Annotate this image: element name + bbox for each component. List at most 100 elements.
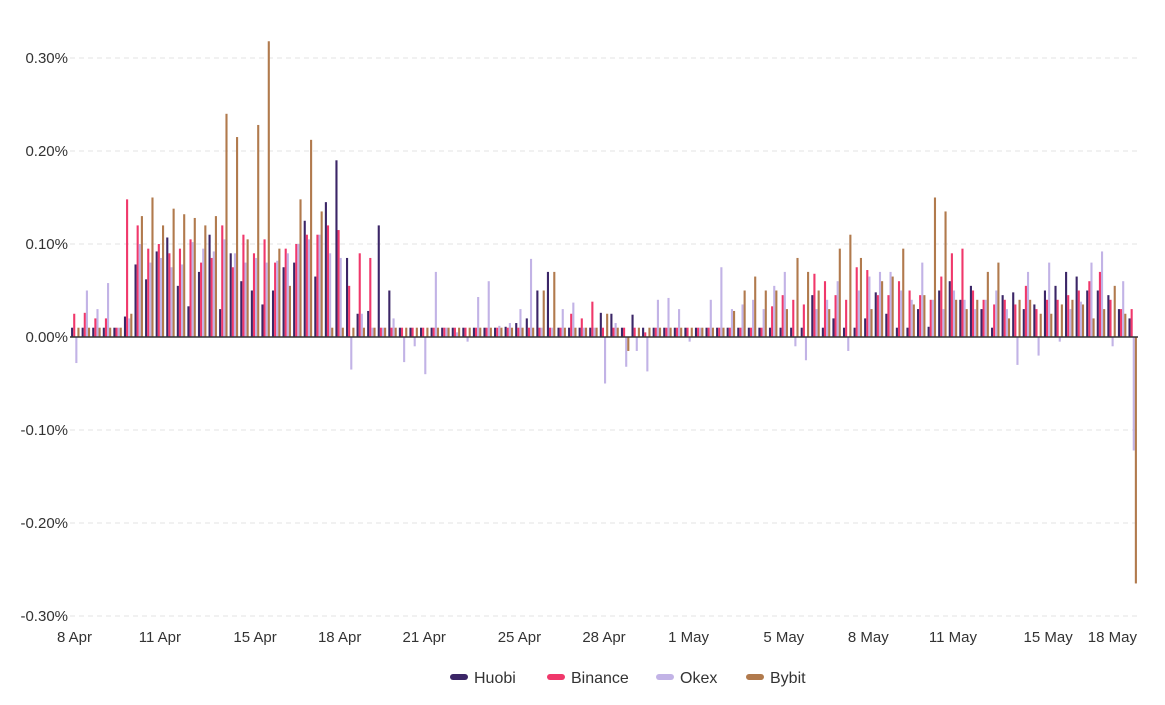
bar-huobi	[123, 316, 127, 337]
bar-binance	[897, 281, 901, 337]
bar-bybit	[162, 225, 165, 337]
bar-bybit	[542, 290, 545, 337]
bar-huobi	[282, 267, 285, 337]
bar-huobi	[377, 225, 380, 337]
bar-huobi	[747, 327, 750, 337]
bar-huobi	[811, 295, 814, 337]
legend: Huobi Binance Okex Bybit	[450, 670, 806, 687]
bar-binance	[221, 225, 224, 337]
bar-bybit	[1071, 299, 1074, 337]
bar-okex	[741, 304, 744, 337]
bar-huobi	[1117, 309, 1121, 337]
bar-bybit	[193, 217, 196, 337]
bar-binance	[961, 248, 964, 337]
bar-okex	[265, 262, 268, 337]
bar-binance	[284, 248, 287, 337]
bar-binance	[348, 285, 351, 337]
bar-huobi	[991, 327, 994, 337]
bar-huobi	[1075, 276, 1078, 337]
legend-item-huobi[interactable]: Huobi	[450, 670, 516, 687]
bar-huobi	[197, 271, 201, 337]
bar-bybit	[436, 327, 440, 337]
bar-huobi	[726, 327, 729, 337]
bar-okex	[276, 260, 279, 337]
bar-okex	[1100, 251, 1104, 337]
bar-huobi	[578, 327, 581, 337]
x-tick-label: 11 May	[929, 629, 978, 646]
bar-bybit	[669, 327, 672, 337]
bar-okex	[381, 327, 385, 337]
bar-okex	[223, 239, 226, 337]
bar-huobi	[874, 292, 877, 337]
legend-label: Binance	[571, 670, 629, 687]
bar-okex	[477, 297, 480, 337]
bar-okex	[307, 239, 311, 337]
bar-binance	[665, 327, 668, 337]
bar-huobi	[219, 309, 222, 337]
bar-bybit	[838, 248, 841, 337]
bar-binance	[147, 248, 150, 337]
bar-huobi	[271, 290, 275, 337]
bar-binance	[686, 327, 689, 337]
bar-bybit	[680, 327, 683, 337]
bar-okex	[952, 290, 956, 337]
y-tick-label: 0.30%	[25, 50, 68, 67]
bar-huobi	[515, 323, 518, 337]
bar-binance	[971, 290, 975, 337]
bar-bybit	[288, 285, 291, 337]
bar-bybit	[415, 327, 418, 337]
bar-binance	[1014, 304, 1017, 337]
bar-huobi	[948, 281, 951, 337]
bar-bybit	[341, 327, 344, 337]
bar-okex	[984, 299, 987, 337]
bar-huobi	[927, 326, 930, 337]
bar-okex	[371, 327, 374, 337]
bar-bybit	[373, 327, 376, 337]
bar-binance	[295, 244, 298, 337]
bar-okex	[286, 253, 289, 337]
bar-bybit	[426, 327, 429, 337]
bar-huobi	[494, 327, 497, 337]
bar-bybit	[881, 281, 884, 337]
bar-binance	[1088, 281, 1091, 337]
bar-okex	[678, 309, 681, 337]
bar-huobi	[388, 290, 391, 337]
bar-huobi	[779, 327, 782, 337]
bar-bybit	[1103, 309, 1106, 337]
bar-huobi	[345, 257, 349, 337]
legend-swatch	[656, 674, 674, 680]
bar-okex	[699, 327, 702, 337]
bar-bybit	[1018, 299, 1021, 337]
legend-item-binance[interactable]: Binance	[547, 670, 629, 687]
bar-okex	[889, 271, 892, 337]
bar-huobi	[398, 327, 401, 337]
bar-binance	[94, 318, 97, 337]
legend-item-okex[interactable]: Okex	[656, 670, 717, 687]
bar-okex	[1058, 337, 1061, 342]
bar-bybit	[362, 327, 366, 337]
bar-huobi	[1086, 290, 1089, 337]
bar-huobi	[673, 327, 676, 337]
bar-bybit	[246, 239, 249, 337]
bar-bybit	[278, 248, 281, 337]
bar-bybit	[637, 327, 640, 337]
bar-binance	[178, 248, 182, 337]
bar-bybit	[236, 137, 239, 337]
bar-okex	[149, 262, 152, 337]
bar-binance	[866, 270, 869, 337]
bar-binance	[1003, 299, 1006, 337]
bar-huobi	[599, 312, 602, 337]
bar-huobi	[790, 327, 793, 337]
bar-okex	[159, 257, 162, 337]
legend-item-bybit[interactable]: Bybit	[746, 670, 806, 687]
x-tick-label: 11 Apr	[139, 629, 181, 646]
bar-bybit	[1007, 318, 1011, 337]
bar-okex	[1122, 281, 1125, 337]
legend-swatch	[746, 674, 764, 680]
bar-bybit	[172, 208, 175, 337]
bar-bybit	[183, 214, 186, 337]
bar-bybit	[87, 327, 91, 337]
bar-binance	[464, 327, 467, 337]
bar-okex	[868, 276, 871, 337]
